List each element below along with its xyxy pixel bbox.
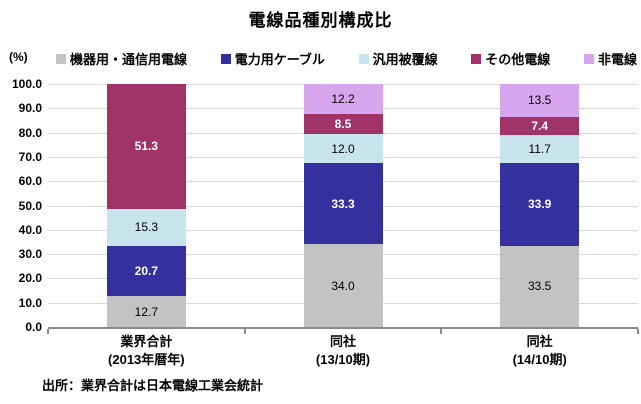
x-axis-tick [47,329,49,334]
bar-segment-value: 8.5 [334,117,352,131]
legend-swatch-icon [220,53,231,64]
bar-segment: 34.0 [303,244,383,327]
bar-segment: 33.9 [500,163,580,246]
stacked-bar: 12.7 20.7 15.3 51.3 [106,84,186,327]
bar-segment: 33.5 [500,245,580,327]
y-tick-label: 90.0 [18,101,42,116]
legend-swatch-icon [358,53,369,64]
bar-segment-value: 13.5 [527,93,552,108]
legend-item: 非電線 [583,49,637,68]
bar-segment: 8.5 [303,113,383,135]
bar-segment: 7.4 [500,116,580,135]
legend-item-label: 電力用ケーブル [234,52,325,67]
legend-row: (%) 機器用・通信用電線 電力用ケーブル 汎用被覆線 その他電線 非電線 [0,49,641,67]
bar-segment-value: 12.7 [134,304,158,319]
bar-segment-value: 12.0 [331,141,355,156]
legend-swatch-icon [56,53,66,64]
x-category-label-line1: 同社 [330,334,357,349]
x-category-label: 同社 (14/10期) [441,333,638,369]
x-category-label-line1: 同社 [526,334,553,349]
bar-segment-value: 12.2 [331,91,355,106]
plot-slots: 12.7 20.7 15.3 51.3 34.0 33.3 12.0 8.5 12.2 33.5 3… [48,84,638,327]
x-category-label-line2: (14/10期) [512,352,567,367]
legend-swatch-icon [583,53,594,64]
x-axis-tick [637,329,639,334]
legend-item-label: 非電線 [597,52,637,67]
legend-swatch-icon [471,53,482,64]
y-tick-label: 80.0 [18,125,42,140]
legend-item: 機器用・通信用電線 [56,49,187,68]
y-tick-label: 100.0 [11,77,42,91]
legend-item-label: その他電線 [485,52,551,67]
x-category-label: 業界合計 (2013年暦年) [48,333,245,369]
x-axis-tick [440,329,443,334]
bar-segment: 13.5 [500,84,580,117]
y-tick-label: 20.0 [18,271,42,286]
bar-segment: 51.3 [106,84,186,209]
x-category-label-line1: 業界合計 [120,334,173,349]
x-category-label-line2: (2013年暦年) [108,352,185,367]
bar-segment: 20.7 [106,245,186,297]
y-axis-unit-label: (%) [9,50,28,64]
bar-segment-value: 33.5 [527,279,552,294]
y-tick-label: 60.0 [18,174,42,189]
bar-slot: 12.7 20.7 15.3 51.3 [48,84,245,327]
x-axis-tick [243,329,246,334]
bar-segment: 12.7 [106,296,186,327]
bar-segment-value: 34.0 [331,278,355,293]
stacked-bar: 34.0 33.3 12.0 8.5 12.2 [303,84,383,327]
bar-segment-value: 33.3 [331,196,355,211]
y-axis-labels: 100.0 90.0 80.0 70.0 60.0 50.0 40.0 30.0 20.0 10.… [0,77,42,334]
bar-segment-value: 33.9 [527,197,552,212]
bar-segment-value: 15.3 [134,220,158,235]
bar-segment-value: 51.3 [134,139,158,154]
bar-segment: 12.2 [303,84,383,114]
bar-segment: 33.3 [303,163,383,245]
bar-segment: 15.3 [106,208,186,246]
y-tick-label: 10.0 [18,295,42,310]
legend-item-label: 汎用被覆線 [372,52,438,67]
y-tick-label: 50.0 [18,198,42,213]
bar-segment-value: 11.7 [528,142,551,157]
y-tick-label: 70.0 [18,149,42,164]
bar-segment: 12.0 [303,134,383,164]
legend-item-label: 機器用・通信用電線 [70,52,188,67]
x-axis-labels: 業界合計 (2013年暦年) 同社 (13/10期) 同社 (14/10期) [48,333,638,369]
bar-segment-value: 20.7 [134,263,158,278]
bar-segment: 11.7 [500,134,580,164]
x-category-label: 同社 (13/10期) [245,333,442,369]
bar-segment-value: 7.4 [531,118,549,133]
chart-title: 電線品種別構成比 [248,11,393,30]
plot-area: 12.7 20.7 15.3 51.3 34.0 33.3 12.0 8.5 12.2 33.5 3… [47,84,639,334]
y-tick-label: 40.0 [18,222,42,237]
bar-slot: 33.5 33.9 11.7 7.4 13.5 [441,84,638,327]
source-note: 出所：業界合計は日本電線工業会統計 [42,378,264,393]
legend-item: その他電線 [471,49,550,68]
bar-slot: 34.0 33.3 12.0 8.5 12.2 [245,84,442,327]
y-tick-label: 30.0 [18,247,42,262]
y-tick-label: 0.0 [25,320,42,334]
legend-item: 汎用被覆線 [358,49,438,68]
legend: 機器用・通信用電線 電力用ケーブル 汎用被覆線 その他電線 非電線 [56,49,637,68]
x-category-label-line2: (13/10期) [315,352,371,367]
stacked-bar: 33.5 33.9 11.7 7.4 13.5 [500,84,580,327]
legend-item: 電力用ケーブル [220,49,325,68]
